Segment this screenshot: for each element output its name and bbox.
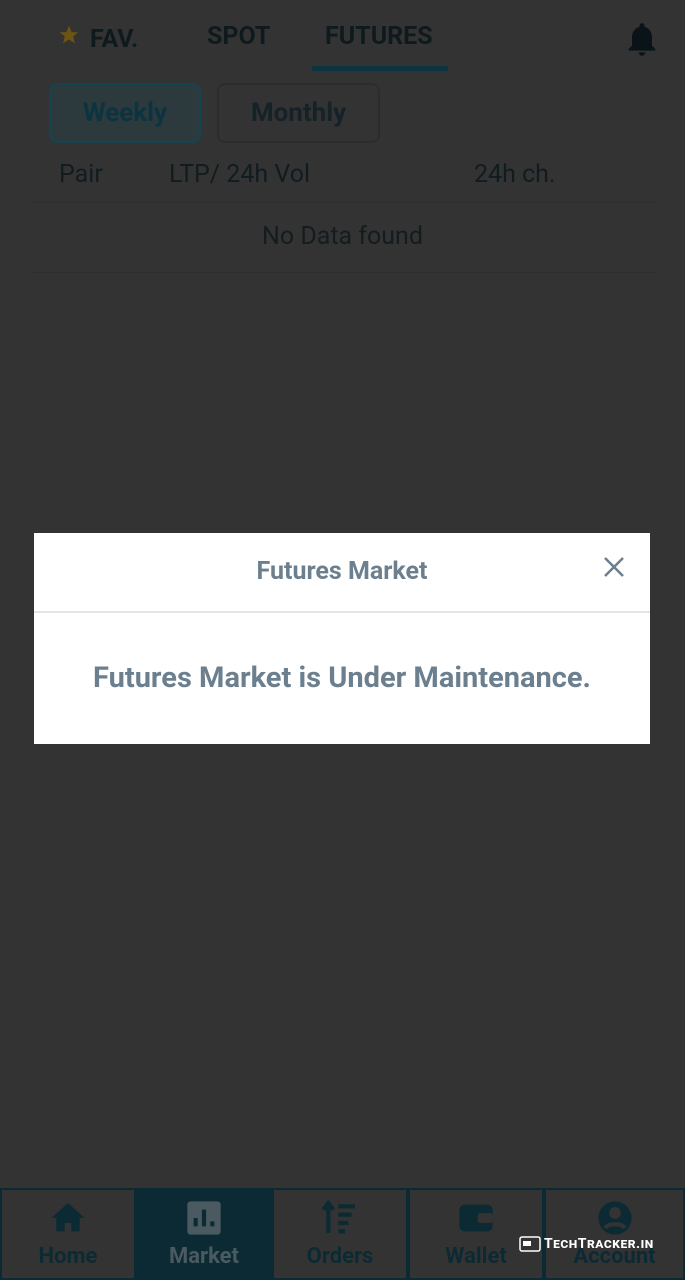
nav-label: Orders [306,1244,374,1269]
spot-tab[interactable]: SPOT [207,22,271,51]
divider [30,202,655,203]
nav-home[interactable]: Home [0,1188,136,1280]
nav-orders[interactable]: Orders [272,1188,408,1280]
nav-label: Market [169,1244,239,1269]
close-icon[interactable] [602,555,626,579]
divider [30,272,655,273]
watermark: TechTracker.in [519,1236,654,1252]
nav-wallet[interactable]: Wallet [408,1188,544,1280]
modal-message: Futures Market is Under Maintenance. [93,661,591,695]
nav-market[interactable]: Market [136,1188,272,1280]
header-pair: Pair [59,160,103,189]
watermark-text: TechTracker.in [544,1236,654,1252]
bell-icon[interactable] [622,18,662,60]
header-ltp: LTP/ 24h Vol [169,160,311,189]
weekly-button[interactable]: Weekly [49,83,201,143]
nav-account[interactable]: Account [544,1188,685,1280]
futures-tab[interactable]: FUTURES [325,22,433,51]
nav-label: Home [38,1244,98,1269]
star-icon [59,25,79,44]
nav-label: Wallet [445,1244,507,1269]
empty-message: No Data found [262,222,423,251]
modal-divider [34,611,650,613]
modal: Futures Market Futures Market is Under M… [34,533,650,744]
fav-tab[interactable]: FAV. [90,25,139,54]
monthly-button[interactable]: Monthly [217,83,380,143]
modal-title: Futures Market [256,557,428,586]
nav-label: Account [573,1244,656,1269]
active-tab-indicator [312,66,448,71]
header-change: 24h ch. [474,160,556,189]
